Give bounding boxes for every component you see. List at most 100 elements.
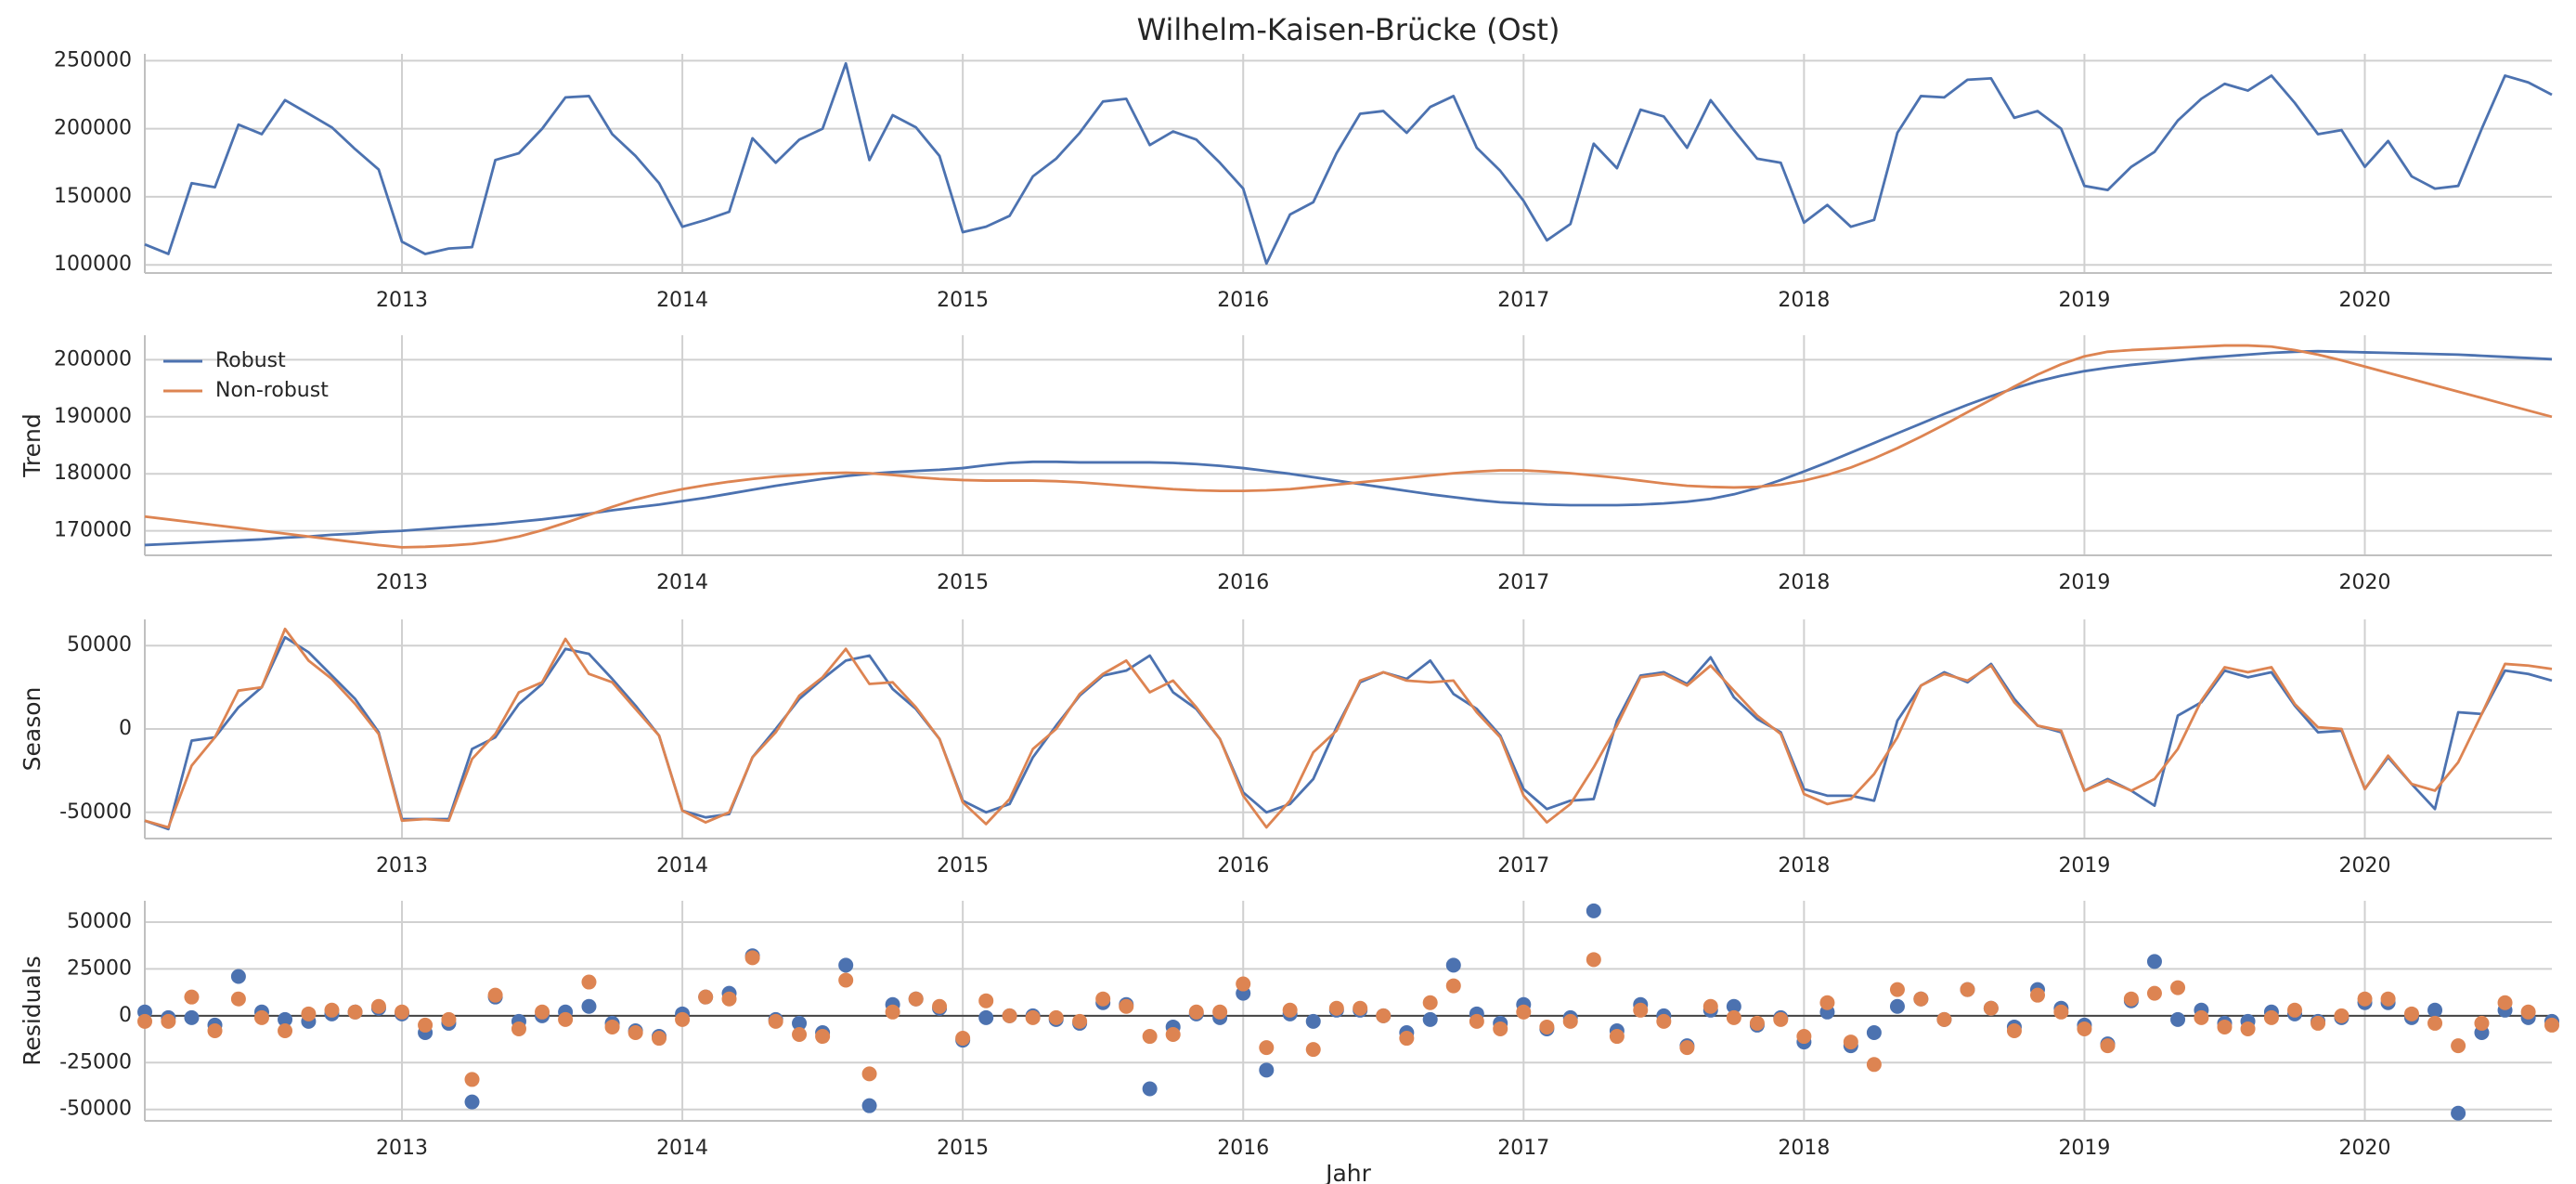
scatter-point (1422, 995, 1438, 1010)
scatter-point (1516, 1004, 1532, 1020)
scatter-point (2451, 1105, 2466, 1121)
scatter-point (1679, 1040, 1695, 1056)
y-tick-label: -50000 (59, 1098, 132, 1121)
scatter-point (955, 1031, 971, 1047)
scatter-point (1422, 1011, 1438, 1027)
scatter-point (1445, 957, 1461, 973)
scatter-point (1353, 1000, 1368, 1016)
series-line (144, 627, 2553, 829)
x-tick-label: 2020 (2339, 571, 2391, 594)
scatter-point (395, 1004, 410, 1020)
x-tick-label: 2020 (2339, 854, 2391, 878)
scatter-point (278, 1022, 293, 1038)
scatter-point (792, 1015, 808, 1031)
scatter-point (1866, 1057, 1882, 1073)
legend-label: Non-robust (215, 379, 329, 402)
scatter-point (1749, 1015, 1765, 1031)
scatter-point (1633, 1002, 1649, 1018)
scatter-point (1936, 1011, 1952, 1027)
scatter-point (2029, 987, 2045, 1003)
y-tick-label: 150000 (54, 185, 132, 208)
scatter-point (487, 987, 503, 1003)
y-tick-label: 50000 (67, 633, 132, 657)
scatter-point (230, 969, 246, 984)
scatter-point (978, 1009, 994, 1025)
scatter-point (1726, 998, 1741, 1014)
scatter-point (1726, 1009, 1741, 1025)
scatter-point (1259, 1062, 1275, 1078)
y-tick-label: -50000 (59, 800, 132, 824)
scatter-point (2146, 954, 2162, 969)
y-tick-label: 250000 (54, 48, 132, 72)
scatter-point (2497, 995, 2513, 1010)
series-line (144, 61, 2553, 266)
x-tick-label: 2015 (937, 854, 989, 878)
scatter-point (184, 989, 200, 1005)
scatter-point (1539, 1019, 1555, 1034)
scatter-point (1656, 1013, 1672, 1029)
y-tick-label: 170000 (54, 519, 132, 542)
scatter-point (2170, 980, 2186, 995)
scatter-point (161, 1013, 176, 1029)
scatter-point (1796, 1029, 1812, 1045)
x-tick-label: 2016 (1217, 289, 1269, 312)
x-tick-label: 2015 (937, 289, 989, 312)
scatter-point (1562, 1013, 1578, 1029)
scatter-point (1119, 998, 1134, 1014)
scatter-point (652, 1031, 667, 1047)
scatter-point (207, 1022, 223, 1038)
scatter-point (1095, 991, 1111, 1007)
x-tick-label: 2013 (376, 854, 428, 878)
x-tick-label: 2019 (2058, 289, 2110, 312)
x-tick-label: 2020 (2339, 1137, 2391, 1160)
scatter-point (1702, 998, 1718, 1014)
scatter-point (581, 998, 597, 1014)
scatter-point (2240, 1021, 2256, 1036)
x-tick-label: 2018 (1778, 854, 1830, 878)
x-tick-label: 2016 (1217, 1137, 1269, 1160)
scatter-point (2474, 1015, 2490, 1031)
scatter-point (1493, 1021, 1508, 1036)
scatter-point (604, 1019, 620, 1034)
scatter-point (2427, 1002, 2443, 1018)
y-tick-label: 0 (119, 717, 132, 740)
x-tick-label: 2016 (1217, 854, 1269, 878)
scatter-point (675, 1011, 691, 1027)
scatter-point (1469, 1013, 1484, 1029)
x-tick-label: 2014 (656, 1137, 708, 1160)
scatter-point (721, 991, 737, 1007)
x-tick-label: 2020 (2339, 289, 2391, 312)
x-tick-label: 2019 (2058, 571, 2110, 594)
scatter-point (253, 1009, 269, 1025)
x-tick-label: 2017 (1497, 1137, 1549, 1160)
x-tick-label: 2018 (1778, 571, 1830, 594)
scatter-point (441, 1011, 457, 1027)
scatter-point (1259, 1040, 1275, 1056)
y-tick-label: 200000 (54, 347, 132, 371)
y-axis-label: Residuals (19, 956, 45, 1066)
scatter-point (1236, 976, 1251, 992)
scatter-point (1212, 1004, 1228, 1020)
scatter-point (1188, 1004, 1204, 1020)
scatter-point (861, 1066, 877, 1082)
scatter-point (2053, 1004, 2069, 1020)
scatter-point (1889, 998, 1905, 1014)
scatter-point (558, 1011, 574, 1027)
scatter-point (2357, 991, 2373, 1007)
scatter-point (301, 1006, 317, 1021)
scatter-point (1376, 1008, 1392, 1023)
scatter-point (1913, 991, 1929, 1007)
chart-title: Wilhelm-Kaisen-Brücke (Ost) (1137, 12, 1560, 47)
scatter-point (2077, 1021, 2092, 1036)
scatter-point (2194, 1009, 2209, 1025)
scatter-point (885, 1004, 900, 1020)
scatter-point (1282, 1002, 1298, 1018)
x-tick-label: 2019 (2058, 854, 2110, 878)
y-tick-label: 200000 (54, 117, 132, 140)
scatter-point (1025, 1009, 1041, 1025)
scatter-point (278, 1011, 293, 1027)
scatter-point (2520, 1004, 2536, 1020)
scatter-point (838, 957, 854, 973)
